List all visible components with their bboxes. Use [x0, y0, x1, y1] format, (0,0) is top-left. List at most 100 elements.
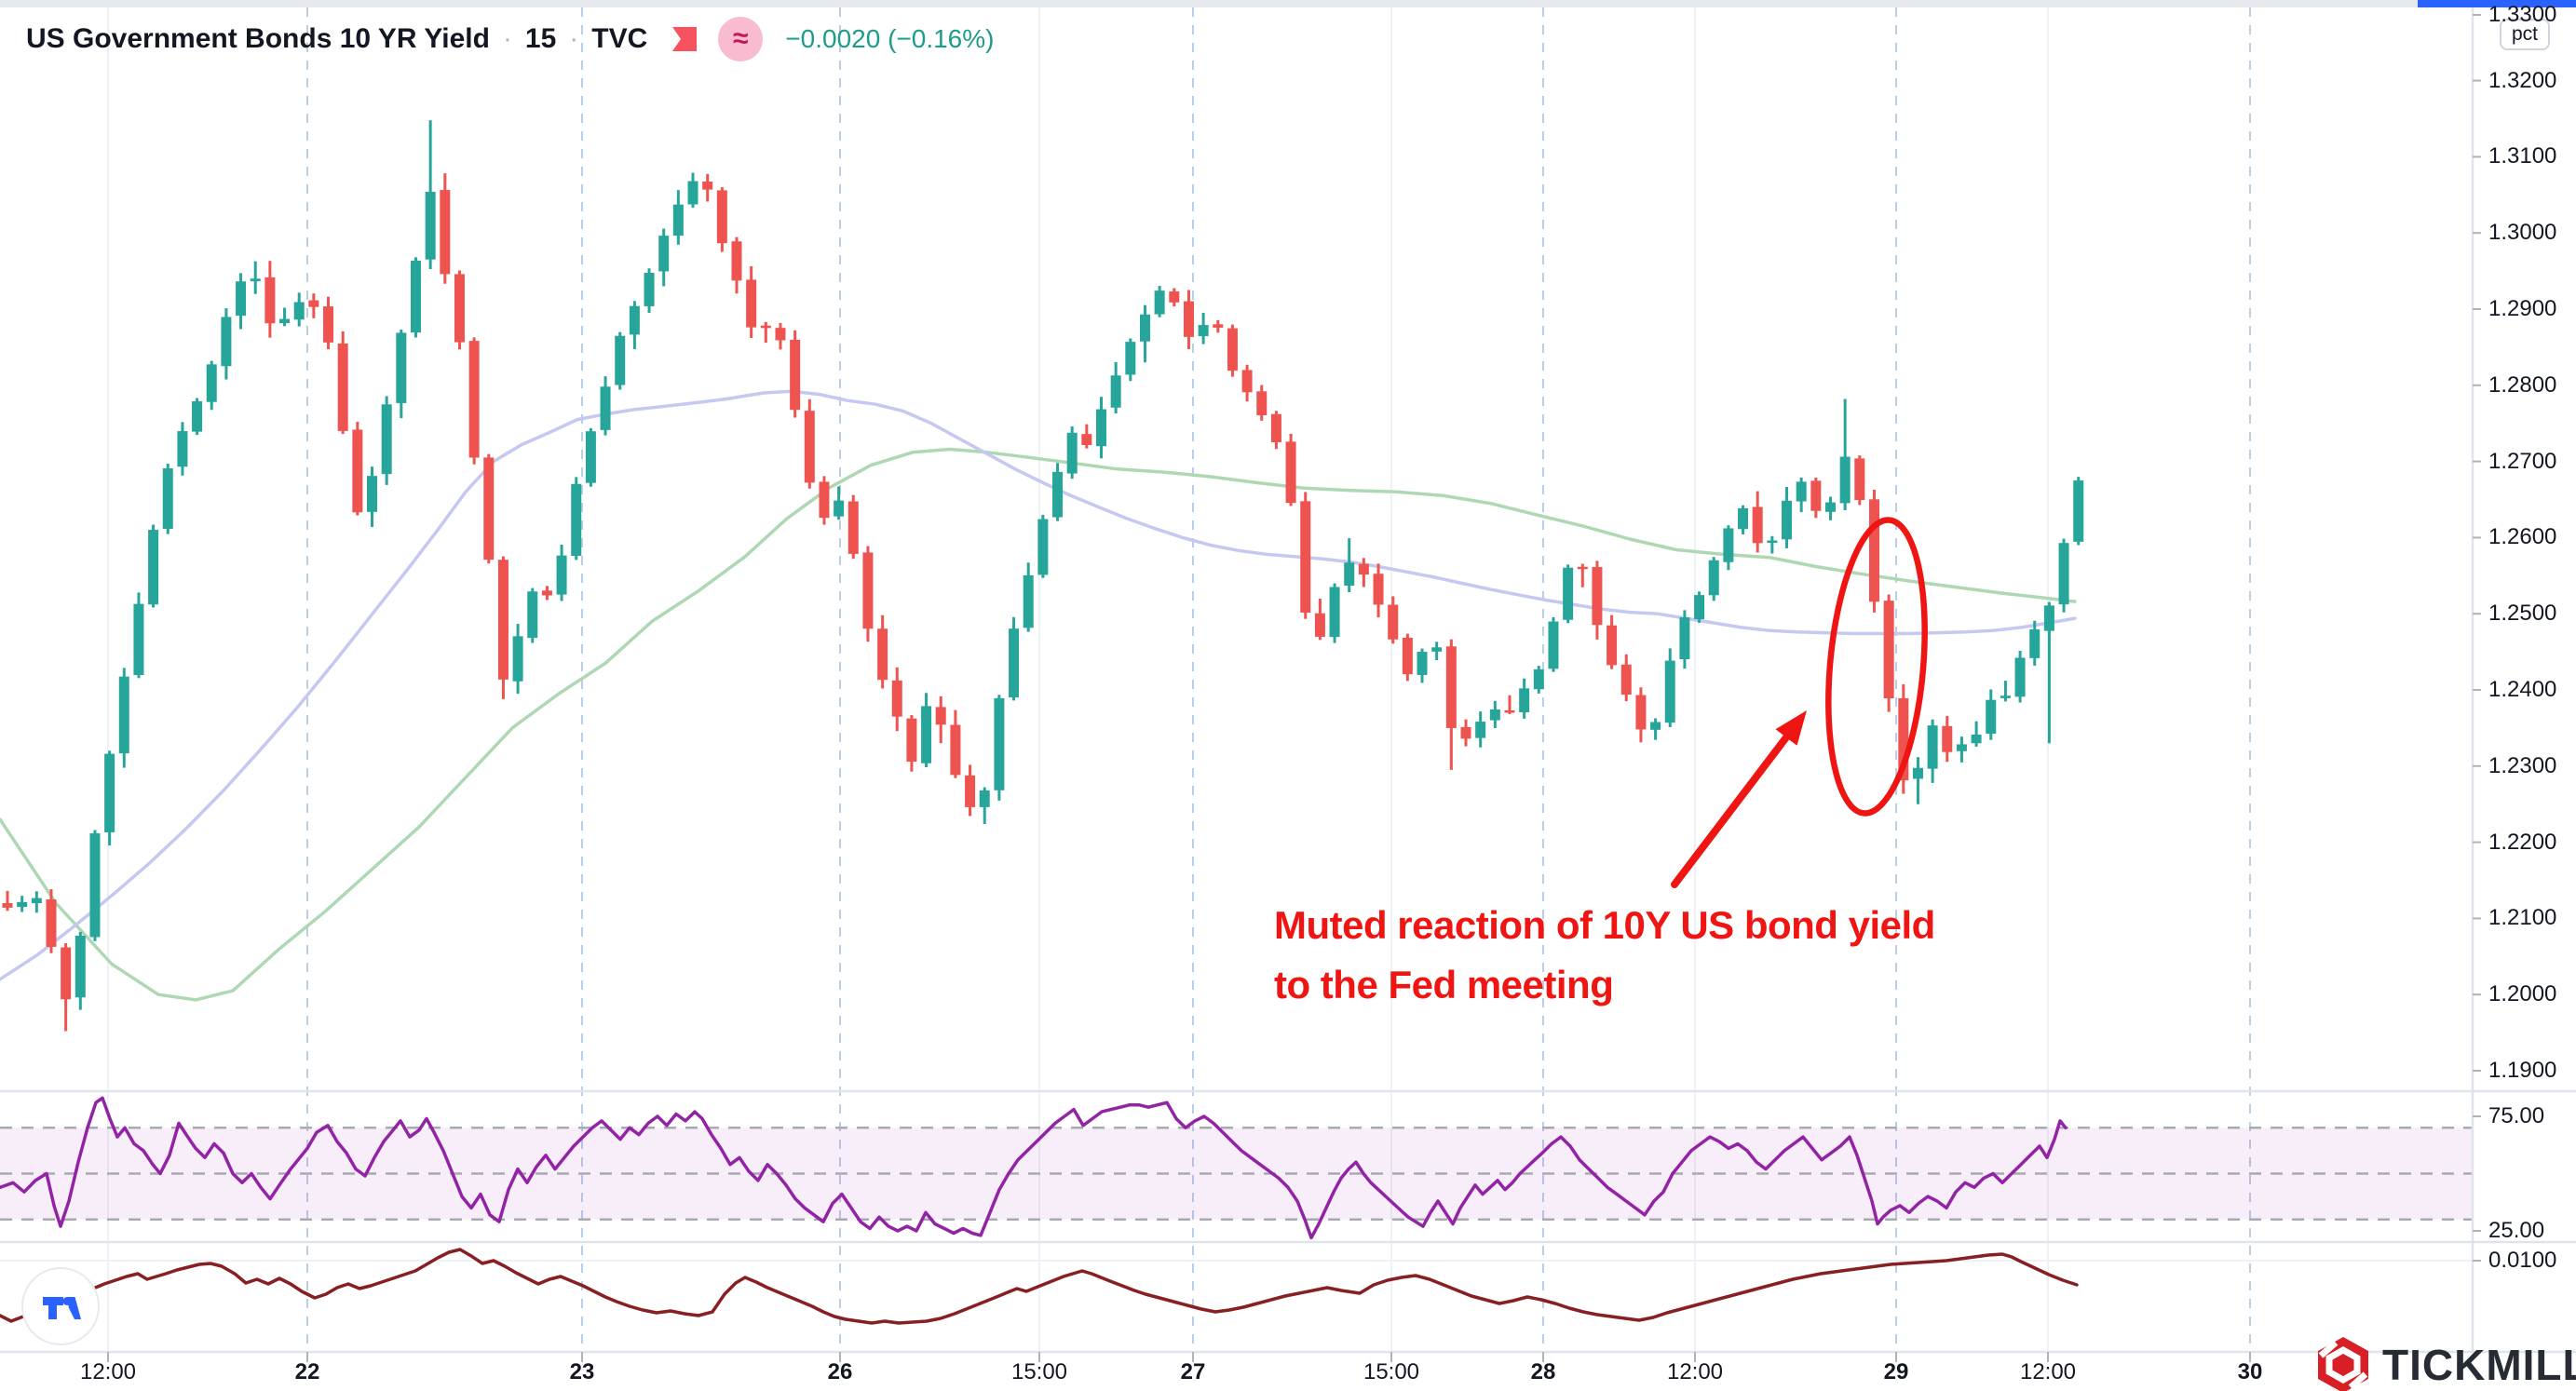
- candle-body: [994, 697, 1005, 790]
- candle-body: [1314, 613, 1325, 637]
- tickmill-wordmark: TICKMILL: [2382, 1341, 2576, 1389]
- time-axis-label: 12:00: [2019, 1359, 2077, 1384]
- candle-body: [1066, 432, 1078, 474]
- candle-body: [1854, 458, 1865, 501]
- candle-body: [1519, 688, 1530, 713]
- candle-body: [2000, 696, 2011, 698]
- candle-body: [979, 790, 990, 807]
- price-axis-label: 1.2200: [2488, 829, 2557, 855]
- candle-body: [1373, 574, 1384, 605]
- candle-body: [236, 281, 247, 317]
- candle-body: [323, 306, 334, 343]
- unit-button[interactable]: pct: [2500, 19, 2550, 50]
- candle-body: [1825, 502, 1836, 512]
- candle-body: [847, 501, 859, 554]
- candle-body: [1445, 646, 1457, 728]
- candle-body: [454, 274, 465, 343]
- candle-body: [1388, 604, 1399, 640]
- candle-body: [177, 431, 188, 467]
- price-axis-label: 1.2900: [2488, 296, 2557, 321]
- candle-body: [410, 260, 421, 333]
- candle-body: [1154, 290, 1165, 315]
- candle-body: [891, 680, 902, 717]
- candle-body: [1475, 722, 1486, 738]
- candle-body: [104, 753, 115, 832]
- candle-body: [381, 404, 392, 475]
- candle-body: [425, 192, 436, 260]
- candle-body: [760, 325, 771, 329]
- candle-body: [819, 481, 830, 519]
- time-axis-label: 27: [1180, 1359, 1206, 1384]
- price-axis-label: 1.2600: [2488, 524, 2557, 550]
- candle-body: [1198, 325, 1209, 337]
- candle-body: [61, 947, 72, 1000]
- candle-body: [206, 364, 217, 402]
- candle-body: [877, 628, 888, 681]
- time-axis-label: 28: [1530, 1359, 1556, 1384]
- time-axis-label: 12:00: [1666, 1359, 1724, 1384]
- candle-body: [1169, 291, 1180, 303]
- candle-body: [1096, 409, 1106, 447]
- candle-body: [1752, 506, 1763, 544]
- candle-body: [221, 317, 232, 367]
- candle-body: [585, 431, 596, 483]
- flag-icon[interactable]: [670, 24, 699, 54]
- tradingview-logo[interactable]: [20, 1266, 101, 1351]
- candle-body: [337, 343, 348, 431]
- candle-body: [1738, 507, 1749, 530]
- candle-body: [1431, 647, 1443, 652]
- candle-body: [658, 236, 670, 272]
- candle-body: [1635, 695, 1647, 730]
- annotation-arrow-head: [1775, 710, 1807, 746]
- candle-wick: [253, 261, 257, 294]
- candle-body: [804, 411, 815, 483]
- candle-body: [1942, 725, 1953, 752]
- separator-dot: ·: [502, 23, 512, 54]
- exchange-value: TVC: [591, 23, 648, 54]
- candle-body: [1139, 314, 1150, 342]
- price-axis-label: 1.3300: [2488, 2, 2557, 27]
- candle-body: [1009, 628, 1020, 698]
- candle-body: [1213, 324, 1224, 328]
- candle-body: [1620, 664, 1632, 696]
- candle-body: [367, 476, 377, 512]
- rsi-line: [0, 1096, 2068, 1240]
- price-scale-accent: [2418, 0, 2576, 7]
- candle-body: [775, 328, 786, 341]
- momentum-line: [0, 1248, 2079, 1325]
- time-axis-label: 29: [1883, 1359, 1909, 1384]
- annotation-line2: to the Fed meeting: [1274, 963, 1614, 1006]
- candle-body: [512, 636, 523, 682]
- price-axis-label: 1.2000: [2488, 981, 2557, 1007]
- interval-value[interactable]: 15: [524, 23, 557, 54]
- candle-body: [1183, 301, 1194, 337]
- candle-body: [352, 429, 363, 513]
- candle-body: [1110, 375, 1121, 408]
- price-axis-label: 1.2100: [2488, 905, 2557, 931]
- top-border-strip: [0, 0, 2576, 7]
- candle-body: [1358, 563, 1369, 575]
- time-axis-label: 15:00: [1010, 1359, 1068, 1384]
- candle-body: [1548, 621, 1559, 669]
- candle-body: [162, 468, 173, 529]
- candle-body: [1037, 519, 1049, 575]
- candle-body: [556, 555, 567, 595]
- candle-body: [1898, 697, 1909, 781]
- candle-body: [2058, 543, 2069, 605]
- candle-body: [702, 181, 713, 190]
- candle-body: [1489, 709, 1500, 721]
- candle-body: [935, 707, 946, 725]
- candle-body: [1986, 699, 1997, 735]
- candle-body: [468, 341, 480, 458]
- candle-body: [1227, 328, 1238, 371]
- candle-wick: [764, 321, 767, 344]
- price-axis-label: 1.3100: [2488, 143, 2557, 169]
- pulse-icon[interactable]: ≈: [718, 17, 764, 61]
- time-axis-label: 30: [2237, 1359, 2263, 1384]
- candle-body: [1417, 652, 1428, 675]
- candle-body: [862, 552, 874, 629]
- candle-body: [1664, 660, 1675, 723]
- candle-body: [1883, 601, 1894, 699]
